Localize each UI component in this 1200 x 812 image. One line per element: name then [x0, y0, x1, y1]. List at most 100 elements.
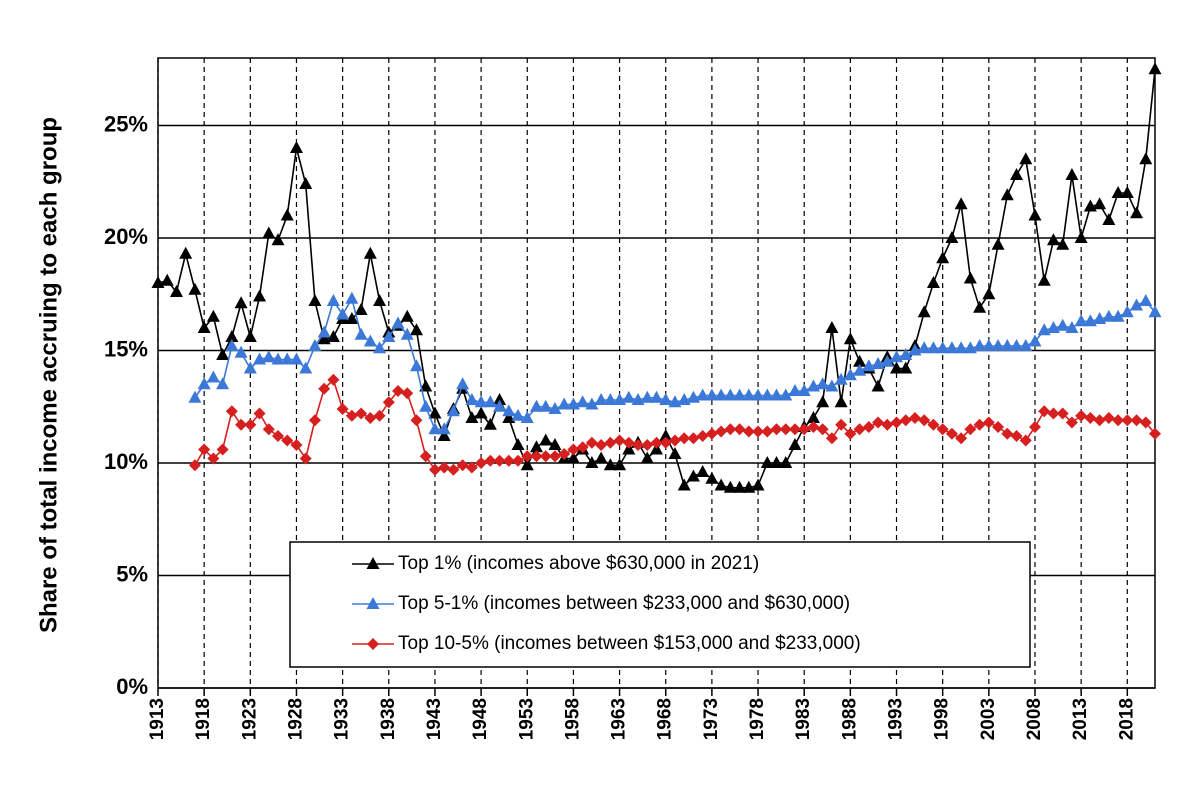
marker	[493, 454, 506, 467]
marker	[308, 414, 321, 427]
marker	[1120, 186, 1134, 198]
marker	[160, 273, 174, 286]
marker	[363, 334, 377, 347]
marker	[308, 294, 322, 306]
marker	[308, 339, 322, 351]
plot-frame	[157, 57, 1156, 689]
marker	[686, 469, 700, 482]
marker	[991, 237, 1005, 250]
marker	[465, 411, 479, 423]
marker	[1010, 168, 1024, 180]
marker	[225, 330, 239, 342]
marker	[871, 379, 885, 392]
marker	[438, 461, 451, 474]
marker	[1139, 294, 1153, 306]
marker	[992, 421, 1005, 433]
marker	[890, 416, 903, 429]
marker	[539, 450, 552, 463]
marker	[197, 321, 211, 333]
marker	[853, 363, 867, 376]
marker	[724, 423, 737, 436]
marker	[364, 412, 377, 424]
marker	[345, 409, 358, 422]
series-line	[157, 69, 1156, 489]
x-tick-label: 1913	[147, 698, 168, 740]
marker	[484, 454, 497, 467]
marker	[899, 414, 912, 427]
marker	[678, 432, 691, 445]
marker	[345, 312, 359, 324]
legend-label: Top 10-5% (incomes between $153,000 and …	[398, 633, 861, 654]
marker	[474, 406, 488, 419]
marker	[262, 350, 276, 363]
y-tick-label: 25%	[104, 111, 148, 136]
marker	[409, 359, 423, 372]
marker	[973, 300, 987, 313]
marker	[733, 423, 746, 436]
marker	[289, 141, 303, 153]
marker	[991, 339, 1005, 351]
marker	[650, 390, 663, 403]
marker	[354, 327, 368, 340]
marker	[761, 425, 774, 438]
marker	[705, 471, 719, 484]
marker	[696, 430, 709, 442]
marker	[520, 411, 534, 423]
marker	[640, 451, 654, 464]
marker	[419, 379, 433, 392]
marker	[770, 456, 784, 468]
marker	[585, 436, 598, 449]
marker	[401, 387, 414, 400]
marker	[511, 438, 525, 450]
marker	[890, 361, 904, 374]
marker	[1148, 305, 1162, 318]
marker	[816, 395, 830, 408]
marker	[936, 251, 950, 264]
marker	[1065, 416, 1078, 429]
x-tick-label: 1973	[701, 698, 722, 740]
marker	[843, 332, 857, 345]
x-tick-label: 1993	[886, 698, 907, 740]
marker	[1056, 407, 1069, 420]
marker	[493, 399, 507, 412]
marker	[327, 373, 340, 386]
x-tick-label: 1933	[332, 698, 353, 740]
marker	[862, 421, 875, 433]
marker	[400, 327, 414, 340]
marker	[382, 330, 396, 342]
marker	[197, 377, 211, 390]
marker	[502, 404, 516, 417]
marker	[299, 452, 312, 465]
marker	[723, 388, 737, 401]
marker	[169, 285, 183, 297]
marker	[483, 395, 497, 408]
marker	[788, 438, 802, 450]
marker	[1010, 430, 1023, 442]
marker	[1130, 414, 1143, 427]
marker	[558, 448, 571, 460]
marker	[502, 454, 515, 467]
marker	[548, 450, 561, 463]
marker	[280, 208, 294, 221]
marker	[1120, 305, 1134, 318]
marker	[243, 361, 257, 374]
marker	[751, 478, 765, 491]
marker	[373, 294, 387, 306]
marker	[271, 233, 285, 246]
marker	[373, 341, 387, 354]
x-tick-label: 2013	[1070, 698, 1091, 740]
marker	[520, 458, 534, 471]
marker	[206, 370, 220, 383]
marker	[806, 411, 820, 423]
marker	[483, 417, 497, 430]
marker	[1112, 414, 1125, 427]
marker	[326, 294, 340, 306]
marker	[262, 423, 275, 436]
x-tick-label: 1978	[747, 698, 768, 740]
marker	[391, 316, 405, 329]
marker	[511, 408, 525, 421]
marker	[428, 406, 442, 419]
marker	[1037, 273, 1051, 286]
x-tick-label: 2008	[1024, 698, 1045, 740]
